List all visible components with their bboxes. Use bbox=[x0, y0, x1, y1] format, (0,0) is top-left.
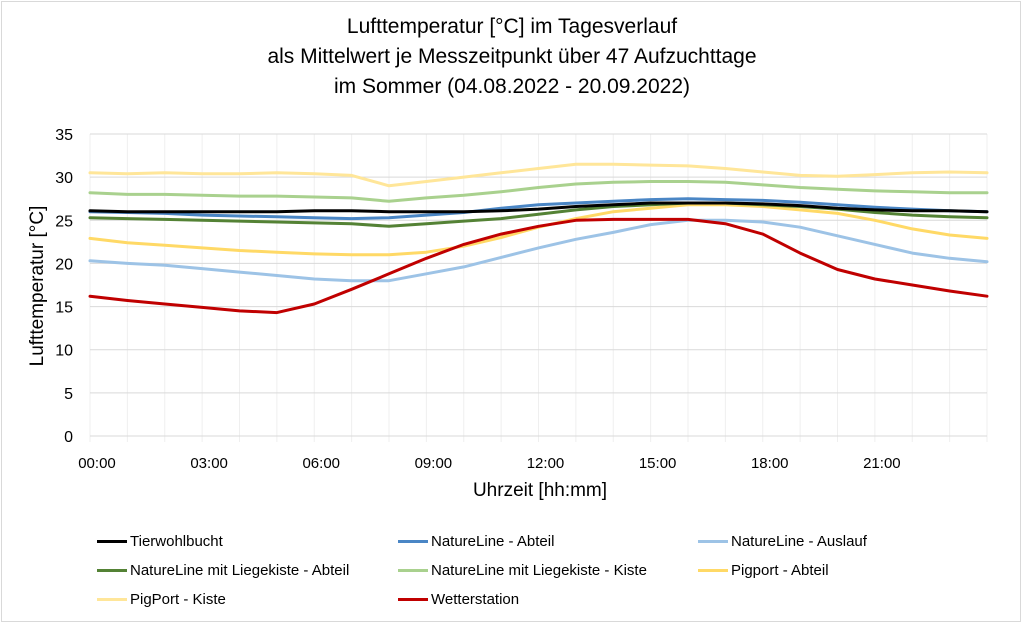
legend-label: NatureLine - Abteil bbox=[431, 533, 555, 550]
legend-label: NatureLine - Auslauf bbox=[731, 533, 867, 550]
legend-line-swatch bbox=[398, 598, 428, 601]
legend-label: Tierwohlbucht bbox=[130, 533, 223, 550]
legend-item: NatureLine - Auslauf bbox=[698, 533, 867, 550]
y-tick-label: 5 bbox=[64, 386, 73, 403]
series-line-natureline-mit-liegekiste-kiste bbox=[88, 180, 989, 203]
legend-line-swatch bbox=[97, 569, 127, 572]
y-axis-label: Lufttemperatur [°C] bbox=[27, 205, 48, 367]
x-tick-label: 18:00 bbox=[751, 455, 789, 472]
legend-item: PigPort - Kiste bbox=[97, 591, 226, 608]
x-tick-label: 15:00 bbox=[639, 455, 677, 472]
y-tick-label: 15 bbox=[55, 300, 73, 317]
legend-line-swatch bbox=[398, 569, 428, 572]
series-lines bbox=[88, 162, 989, 315]
chart-title: Lufttemperatur [°C] im Tagesverlauf als … bbox=[0, 12, 1024, 102]
y-tick-label: 35 bbox=[55, 127, 73, 144]
series-line-natureline-abteil bbox=[88, 197, 989, 221]
x-tick-label: 12:00 bbox=[527, 455, 565, 472]
legend-line-swatch bbox=[698, 569, 728, 572]
legend-item: NatureLine mit Liegekiste - Abteil bbox=[97, 562, 349, 579]
y-axis-ticks: 0 5 10 15 20 25 30 35 bbox=[55, 127, 73, 446]
x-tick-label: 03:00 bbox=[190, 455, 228, 472]
legend-label: Wetterstation bbox=[431, 591, 520, 608]
x-tick-label: 21:00 bbox=[863, 455, 901, 472]
y-tick-label: 20 bbox=[55, 256, 73, 273]
legend-item: Wetterstation bbox=[398, 591, 519, 608]
x-tick-label: 00:00 bbox=[78, 455, 116, 472]
series-line-pigport-kiste bbox=[88, 162, 989, 188]
legend-item: Tierwohlbucht bbox=[97, 533, 223, 550]
legend-label: PigPort - Kiste bbox=[130, 591, 226, 608]
title-line-1: Lufttemperatur [°C] im Tagesverlauf bbox=[346, 15, 678, 38]
legend-line-swatch bbox=[698, 540, 728, 543]
series-line-tierwohlbucht bbox=[88, 201, 989, 214]
legend-label: Pigport - Abteil bbox=[731, 562, 829, 579]
y-tick-label: 30 bbox=[55, 170, 73, 187]
legend-line-swatch bbox=[398, 540, 428, 543]
legend-item: NatureLine mit Liegekiste - Kiste bbox=[398, 562, 647, 579]
y-tick-label: 10 bbox=[55, 343, 73, 360]
x-axis-ticks: 00:00 03:00 06:00 09:00 12:00 15:00 18:00 21:00 bbox=[78, 455, 900, 472]
series-line-natureline-auslauf bbox=[88, 218, 989, 283]
legend-line-swatch bbox=[97, 598, 127, 601]
legend-label: NatureLine mit Liegekiste - Abteil bbox=[130, 562, 350, 579]
y-tick-label: 25 bbox=[55, 213, 73, 230]
x-tick-label: 06:00 bbox=[302, 455, 340, 472]
x-tick-label: 09:00 bbox=[415, 455, 453, 472]
gridlines bbox=[89, 133, 988, 442]
title-line-2: als Mittelwert je Messzeitpunkt über 47 … bbox=[267, 45, 757, 68]
legend-label: NatureLine mit Liegekiste - Kiste bbox=[431, 562, 647, 579]
title-line-3: im Sommer (04.08.2022 - 20.09.2022) bbox=[333, 75, 691, 98]
y-tick-label: 0 bbox=[64, 429, 73, 446]
series-line-wetterstation bbox=[88, 217, 989, 315]
legend-item: Pigport - Abteil bbox=[698, 562, 829, 579]
legend-item: NatureLine - Abteil bbox=[398, 533, 554, 550]
x-axis-label: Uhrzeit [hh:mm] bbox=[472, 480, 608, 501]
legend-line-swatch bbox=[97, 540, 127, 543]
